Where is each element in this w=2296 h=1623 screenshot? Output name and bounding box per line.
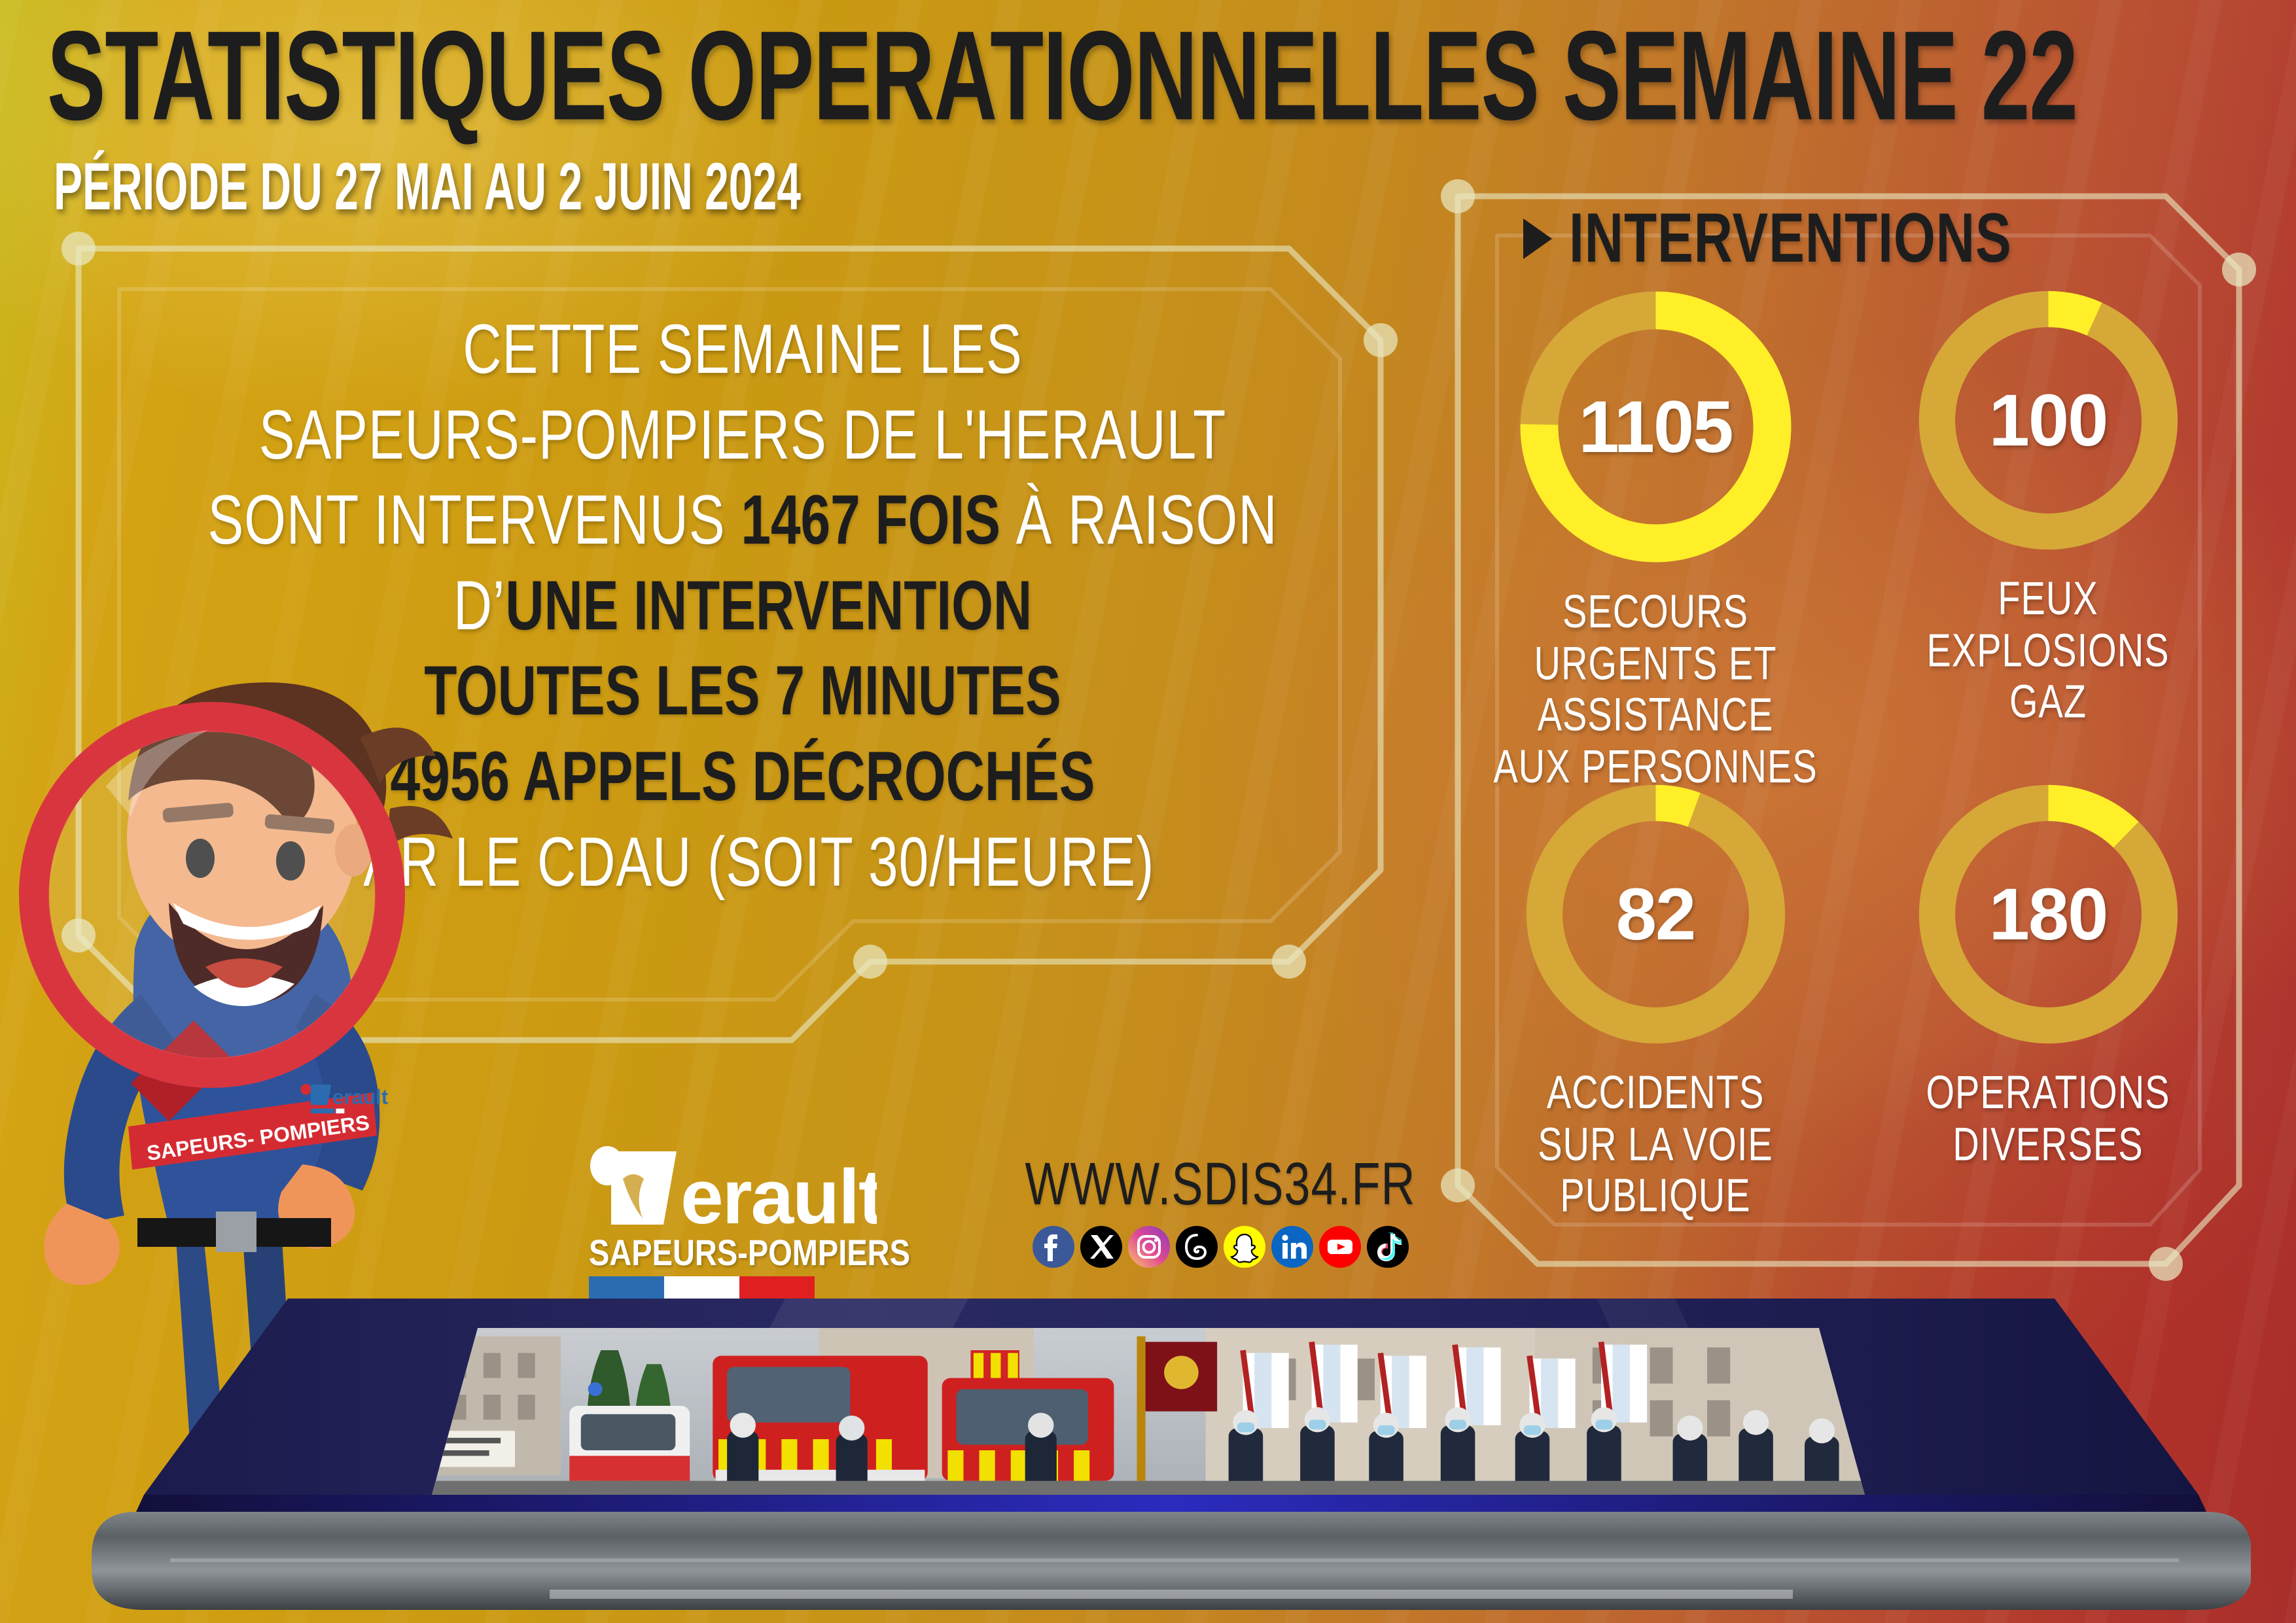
- fire-trucks-and-ceremony-photo: [432, 1328, 1865, 1495]
- kpi-label-line: PUBLIQUE: [1560, 1168, 1751, 1222]
- kpi-label-line: FEUX: [1998, 571, 2098, 625]
- social-links: [1017, 1226, 1423, 1268]
- kpi-label-line: ASSISTANCE: [1537, 688, 1774, 741]
- herault-logo-block: erault SAPEURS-POMPIERS: [589, 1146, 910, 1301]
- summary-line-4: D’UNE INTERVENTION: [105, 561, 1381, 652]
- page-title: STATISTIQUES OPERATIONNELLES SEMAINE 22: [47, 5, 2078, 147]
- summary-line-4-prefix: D’: [453, 567, 506, 645]
- interventions-header: INTERVENTIONS: [1523, 200, 2012, 277]
- donut-chart-accidents: 82: [1517, 775, 1795, 1053]
- kpi-label-line: ACCIDENTS: [1546, 1065, 1765, 1119]
- tiktok-icon[interactable]: [1366, 1226, 1409, 1268]
- donut-chart-feux: 100: [1909, 281, 2187, 559]
- triangle-right-icon: [1523, 218, 1552, 259]
- french-flag-icon: [589, 1276, 815, 1301]
- kpi-label-line: GAZ: [2009, 674, 2087, 728]
- kpi-value-secours: 1105: [1578, 386, 1734, 468]
- x-twitter-icon[interactable]: [1080, 1226, 1122, 1268]
- facebook-icon[interactable]: [1032, 1226, 1074, 1268]
- summary-line-6-strong: 4956 APPELS DÉCROCHÉS: [390, 738, 1095, 816]
- website-url[interactable]: WWW.SDIS34.FR: [1025, 1151, 1416, 1218]
- kpi-value-operations: 180: [1988, 873, 2109, 955]
- interventions-kpi-grid: 1105 SECOURS URGENTS ET ASSISTANCE AUX P…: [1472, 281, 2251, 1230]
- summary-line-5: TOUTES LES 7 MINUTES: [105, 646, 1381, 737]
- kpi-label-accidents: ACCIDENTS SUR LA VOIE PUBLIQUE: [1472, 1066, 1839, 1221]
- summary-line-2: SAPEURS-POMPIERS DE L'HERAULT: [258, 396, 1227, 474]
- herault-logo-subtitle: SAPEURS-POMPIERS: [589, 1232, 910, 1273]
- summary-line-5-strong: TOUTES LES 7 MINUTES: [424, 652, 1061, 730]
- summary-line-4-strong: UNE INTERVENTION: [505, 567, 1033, 645]
- kpi-value-accidents: 82: [1616, 873, 1697, 955]
- kpi-label-feux: FEUX EXPLOSIONS GAZ: [1865, 572, 2231, 727]
- instagram-icon[interactable]: [1127, 1226, 1170, 1268]
- kpi-label-line: SUR LA VOIE: [1538, 1117, 1773, 1170]
- youtube-icon[interactable]: [1318, 1226, 1361, 1268]
- kpi-label-line: URGENTS ET: [1534, 636, 1777, 689]
- page-subtitle: PÉRIODE DU 27 MAI AU 2 JUIN 2024: [54, 148, 801, 224]
- kpi-card-secours: 1105 SECOURS URGENTS ET ASSISTANCE AUX P…: [1472, 281, 1839, 792]
- herault-logo-icon: erault: [589, 1146, 890, 1229]
- summary-line-7: PAR LE CDAU (SOIT 30/HEURE): [330, 823, 1155, 901]
- summary-line-3-prefix: SONT INTERVENUS: [207, 481, 741, 559]
- linkedin-icon[interactable]: [1271, 1226, 1313, 1268]
- kpi-card-operations: 180 OPERATIONS DIVERSES: [1865, 775, 2231, 1169]
- summary-text: CETTE SEMAINE LES SAPEURS-POMPIERS DE L'…: [105, 305, 1381, 903]
- snapchat-icon[interactable]: [1223, 1226, 1265, 1268]
- summary-line-3: SONT INTERVENUS 1467 FOIS À RAISON: [105, 476, 1381, 567]
- svg-text:erault: erault: [680, 1154, 877, 1229]
- website-block: WWW.SDIS34.FR: [1017, 1150, 1423, 1268]
- kpi-label-line: AUX PERSONNES: [1493, 739, 1818, 792]
- interventions-title: INTERVENTIONS: [1569, 200, 2012, 277]
- kpi-label-line: OPERATIONS: [1926, 1065, 2170, 1119]
- kpi-label-operations: OPERATIONS DIVERSES: [1865, 1066, 2231, 1170]
- donut-chart-secours: 1105: [1510, 281, 1801, 572]
- svg-text:erault: erault: [332, 1085, 389, 1108]
- summary-line-6: 4956 APPELS DÉCROCHÉS: [105, 732, 1381, 823]
- kpi-label-line: EXPLOSIONS: [1926, 623, 2170, 676]
- kpi-card-feux: 100 FEUX EXPLOSIONS GAZ: [1865, 281, 2231, 727]
- kpi-label-line: DIVERSES: [1952, 1117, 2144, 1170]
- kpi-label-secours: SECOURS URGENTS ET ASSISTANCE AUX PERSON…: [1472, 585, 1839, 792]
- kpi-label-line: SECOURS: [1563, 584, 1748, 638]
- summary-line-1: CETTE SEMAINE LES: [463, 311, 1023, 389]
- summary-line-3-strong: 1467 FOIS: [741, 481, 1000, 559]
- donut-chart-operations: 180: [1909, 775, 2187, 1053]
- kpi-card-accidents: 82 ACCIDENTS SUR LA VOIE PUBLIQUE: [1472, 775, 1839, 1221]
- threads-icon[interactable]: [1175, 1226, 1218, 1268]
- summary-line-3-suffix: À RAISON: [1000, 481, 1278, 559]
- kpi-value-feux: 100: [1988, 379, 2109, 461]
